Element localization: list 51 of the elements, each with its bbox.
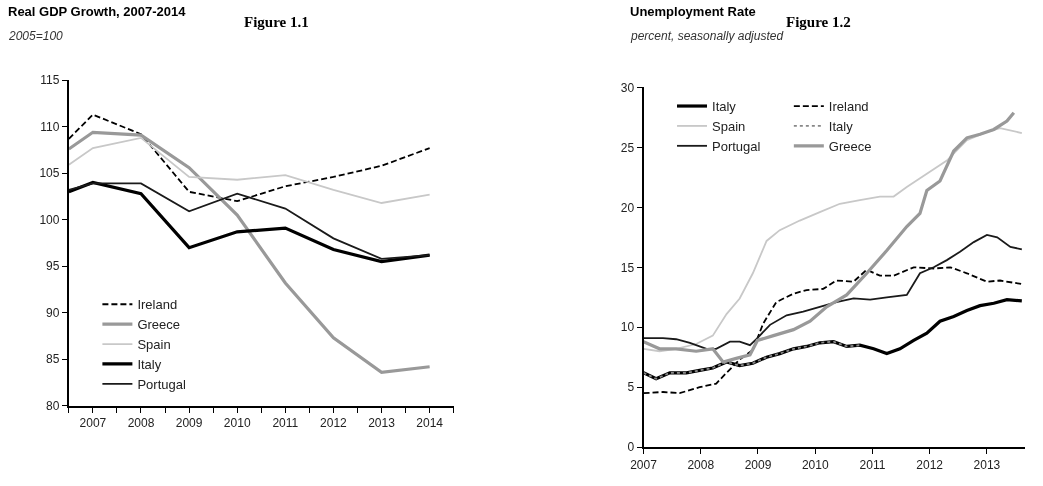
y-tick-label: 5 xyxy=(627,380,635,395)
y-tick-label: 90 xyxy=(46,305,60,320)
y-tick-label: 30 xyxy=(620,80,635,95)
x-tick-label: 2009 xyxy=(175,416,203,431)
line-series xyxy=(68,136,431,204)
chart-subtitle: 2005=100 xyxy=(8,29,64,43)
x-tick-label: 2011 xyxy=(272,416,299,431)
x-tick-label: 2010 xyxy=(801,457,829,472)
legend-label: Italy xyxy=(137,357,162,373)
y-tick-label: 20 xyxy=(620,200,635,215)
x-tick-label: 2008 xyxy=(687,457,715,472)
y-tick-label: 110 xyxy=(40,119,60,134)
y-tick-label: 100 xyxy=(39,212,60,227)
x-tick-label: 2009 xyxy=(744,457,772,472)
y-tick-label: 115 xyxy=(40,73,60,88)
legend-label: Italy xyxy=(828,119,854,134)
y-tick-label: 105 xyxy=(39,166,60,181)
x-tick-label: 2012 xyxy=(320,416,348,431)
x-tick-label: 2007 xyxy=(79,416,107,431)
y-tick-label: 15 xyxy=(620,260,635,275)
x-tick-label: 2007 xyxy=(630,457,658,472)
chart-title: Real GDP Growth, 2007-2014 xyxy=(8,4,187,19)
y-tick-label: 0 xyxy=(627,440,635,455)
legend-label: Ireland xyxy=(137,297,178,313)
line-series xyxy=(68,130,432,374)
y-tick-label: 80 xyxy=(46,399,60,414)
y-tick-label: 25 xyxy=(620,140,635,155)
caption: Figure 1.1 xyxy=(244,14,309,30)
legend-label: Spain xyxy=(137,337,171,353)
x-tick-label: 2008 xyxy=(127,416,155,431)
x-tick-label: 2013 xyxy=(368,416,396,431)
y-tick-label: 10 xyxy=(620,320,635,335)
x-tick-label: 2012 xyxy=(916,457,944,472)
y-tick-label: 85 xyxy=(46,352,60,367)
y-tick-label: 95 xyxy=(46,259,60,274)
x-tick-label: 2014 xyxy=(416,416,444,431)
legend-label: Italy xyxy=(712,99,737,115)
legend-label: Portugal xyxy=(712,138,761,154)
legend-label: Spain xyxy=(712,119,746,134)
x-tick-label: 2010 xyxy=(223,416,251,431)
x-tick-label: 2011 xyxy=(859,457,886,472)
legend-label: Greece xyxy=(828,138,872,154)
legend-label: Ireland xyxy=(828,99,869,115)
chart-title: Unemployment Rate xyxy=(630,4,756,19)
x-tick-label: 2013 xyxy=(973,457,1001,472)
line-series xyxy=(643,340,861,380)
caption: Figure 1.2 xyxy=(786,14,851,30)
line-series xyxy=(643,234,1023,350)
legend-label: Portugal xyxy=(137,376,186,392)
chart-subtitle: percent, seasonally adjusted xyxy=(630,29,784,43)
legend-label: Greece xyxy=(137,317,181,333)
